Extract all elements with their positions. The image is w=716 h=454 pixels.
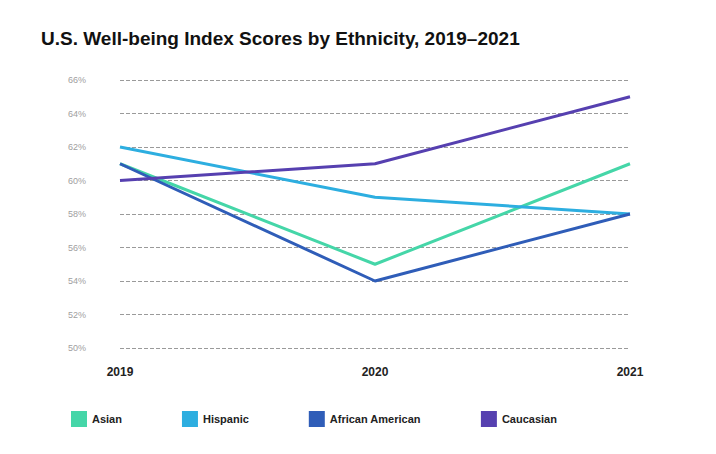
svg-text:2021: 2021 <box>617 365 644 379</box>
svg-text:62%: 62% <box>68 142 86 152</box>
svg-text:U.S. Well-being Index Scores b: U.S. Well-being Index Scores by Ethnicit… <box>41 28 520 49</box>
svg-text:Caucasian: Caucasian <box>502 413 557 425</box>
svg-text:64%: 64% <box>68 109 86 119</box>
svg-text:54%: 54% <box>68 276 86 286</box>
svg-text:52%: 52% <box>68 310 86 320</box>
svg-text:Hispanic: Hispanic <box>203 413 249 425</box>
svg-text:56%: 56% <box>68 243 86 253</box>
svg-text:58%: 58% <box>68 209 86 219</box>
svg-text:African American: African American <box>330 413 421 425</box>
svg-text:2019: 2019 <box>107 365 134 379</box>
svg-text:2020: 2020 <box>362 365 389 379</box>
svg-text:Asian: Asian <box>92 413 122 425</box>
svg-text:66%: 66% <box>68 75 86 85</box>
svg-text:60%: 60% <box>68 176 86 186</box>
svg-text:50%: 50% <box>68 343 86 353</box>
